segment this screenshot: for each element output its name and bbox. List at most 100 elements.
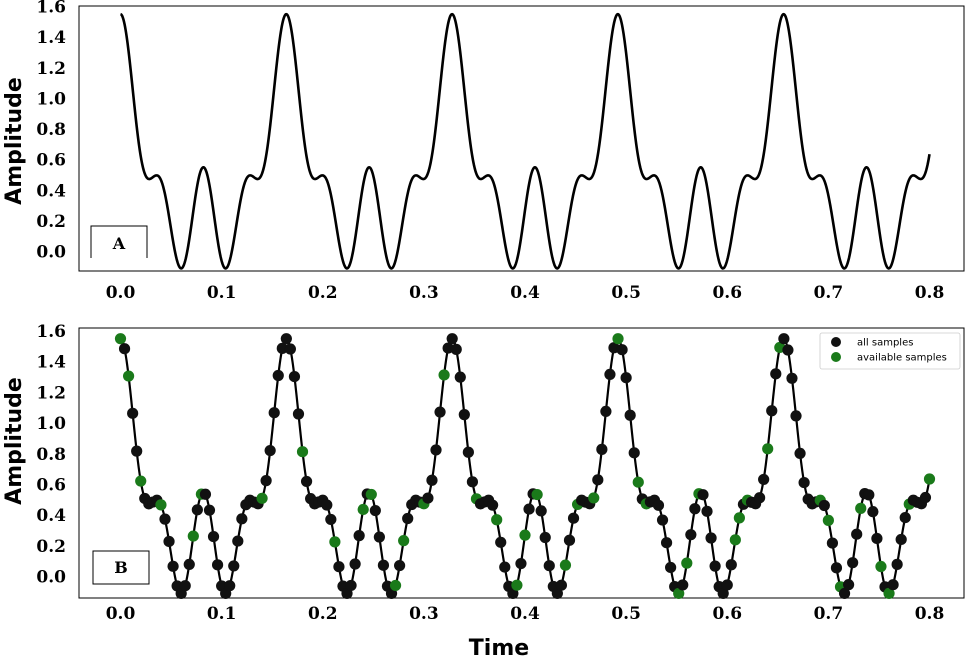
sample-point	[353, 530, 365, 542]
sample-point	[863, 489, 875, 501]
sample-point	[325, 513, 337, 526]
available-sample-point	[612, 333, 624, 345]
sample-point	[179, 580, 191, 592]
sample-point	[466, 476, 479, 488]
panel-a-label: A	[112, 234, 126, 253]
sample-point	[159, 513, 171, 525]
sample-point	[685, 529, 697, 541]
sample-point	[232, 535, 244, 547]
panel-b-y-tick-label: 1.6	[36, 322, 66, 342]
available-sample-point	[923, 473, 936, 485]
panel-b-x-tick-label: 0.3	[409, 604, 439, 624]
sample-point	[790, 410, 802, 422]
panel-b-x-tick-label: 0.2	[308, 604, 338, 624]
sample-point	[163, 535, 175, 548]
sample-point	[887, 579, 899, 591]
sample-point	[697, 489, 709, 501]
panel-a-x-tick-label: 0.0	[106, 283, 136, 303]
sample-point	[604, 368, 616, 380]
sample-point	[264, 444, 276, 457]
panel-b-label-box: B	[92, 550, 150, 585]
sample-point	[458, 409, 470, 421]
available-sample-point	[438, 369, 450, 381]
sample-point	[446, 333, 458, 345]
sample-point	[426, 474, 438, 486]
sample-point	[167, 560, 179, 572]
sample-point	[838, 587, 851, 600]
panel-a-x-tick-label: 0.6	[712, 283, 742, 303]
panel-b-x-tick-label: 0.8	[915, 604, 945, 624]
panel-b-x-ticks: 0.0 0.1 0.2 0.3 0.4 0.5 0.6 0.7 0.8	[106, 604, 945, 624]
available-sample-point	[729, 534, 741, 546]
sample-point	[422, 492, 434, 504]
sample-point	[891, 558, 903, 570]
sample-point	[709, 560, 721, 572]
panel-b: 0.0 0.2 0.4 0.6 0.8 1.0 1.2 1.4 1.6 0.0 0.1 0.2 0.3…	[2, 322, 965, 657]
panel-a-y-tick-label: 1.0	[36, 89, 66, 109]
sample-point	[523, 503, 535, 515]
panel-b-y-tick-label: 1.0	[36, 414, 66, 434]
panel-a-x-tick-label: 0.2	[308, 283, 338, 303]
sample-point	[843, 579, 855, 591]
sample-point	[535, 505, 547, 517]
sample-point	[871, 532, 883, 545]
panel-a-x-tick-label: 0.3	[409, 283, 439, 303]
sample-point	[798, 476, 810, 489]
sample-point	[826, 537, 839, 549]
panel-a-y-tick-label: 0.4	[36, 181, 66, 201]
legend-label-available-samples: available samples	[857, 353, 947, 364]
available-sample-point	[329, 536, 341, 548]
sample-point	[867, 506, 879, 518]
available-sample-point	[389, 579, 402, 592]
panel-a-y-tick-label: 1.2	[36, 59, 66, 79]
sample-point	[450, 343, 462, 355]
sample-point	[495, 536, 507, 548]
sample-point	[766, 405, 778, 417]
sample-point	[207, 530, 220, 543]
sample-point	[211, 559, 224, 571]
panel-b-y-tick-label: 1.2	[36, 383, 66, 403]
panel-a-x-ticks: 0.0 0.1 0.2 0.3 0.4 0.5 0.6 0.7 0.8	[106, 283, 945, 303]
panel-a-signal-line	[119, 12, 931, 270]
sample-point	[369, 504, 381, 517]
sample-point	[717, 587, 729, 600]
available-sample-point	[733, 512, 745, 524]
sample-point	[321, 499, 333, 511]
sample-point	[191, 504, 203, 516]
sample-point	[539, 531, 551, 544]
available-sample-point	[822, 514, 834, 526]
available-sample-point	[398, 535, 410, 547]
panel-a: 0.0 0.2 0.4 0.6 0.8 1.0 1.2 1.4 1.6 0.0 0.1 0.2 0.3…	[2, 0, 965, 303]
sample-point	[895, 533, 907, 546]
panel-a-x-tick-label: 0.5	[611, 283, 641, 303]
sample-point	[434, 406, 446, 418]
panel-b-y-tick-label: 1.4	[36, 353, 66, 373]
panel-a-y-tick-label: 0.6	[36, 151, 66, 171]
available-sample-point	[135, 475, 147, 487]
panel-b-y-tick-label: 0.4	[36, 506, 66, 526]
sample-point	[118, 343, 131, 355]
panel-b-y-ticks: 0.0 0.2 0.4 0.6 0.8 1.0 1.2 1.4 1.6	[36, 322, 66, 588]
available-sample-point	[632, 476, 644, 488]
sample-point	[272, 369, 284, 382]
sample-point	[721, 579, 733, 591]
sample-point	[430, 444, 442, 456]
sample-point	[462, 446, 474, 458]
panel-a-y-tick-label: 1.4	[36, 28, 66, 48]
panel-b-x-tick-label: 0.5	[611, 604, 641, 624]
sample-point	[770, 368, 782, 380]
sample-point	[794, 447, 806, 459]
sample-point	[624, 409, 636, 421]
sample-point	[377, 559, 390, 571]
sample-point	[402, 512, 414, 525]
sample-point	[288, 371, 301, 383]
sample-point	[567, 512, 580, 524]
sample-point	[754, 492, 766, 504]
panel-a-x-tick-label: 0.8	[915, 283, 945, 303]
panel-b-x-axis-title: Time	[469, 636, 529, 657]
sample-point	[131, 445, 143, 457]
sample-point	[394, 559, 406, 572]
panel-a-y-tick-label: 0.0	[36, 243, 66, 263]
sample-point	[652, 499, 665, 511]
sample-point	[373, 531, 385, 543]
